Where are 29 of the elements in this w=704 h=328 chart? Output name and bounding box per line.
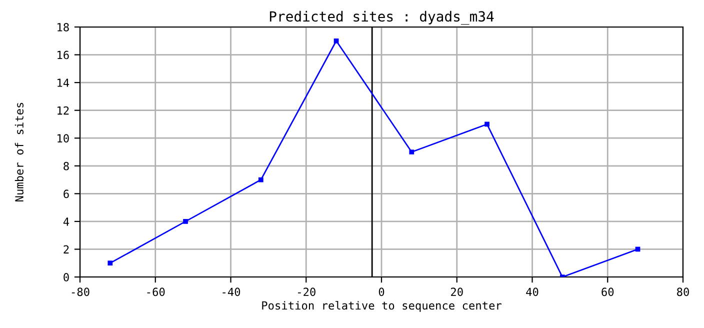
- x-tick-label: 40: [526, 288, 538, 296]
- point: [108, 260, 113, 266]
- chart-title: Predicted sites : dyads_m34: [270, 10, 494, 25]
- y-tick-label: 12: [58, 106, 69, 115]
- x-tick-label: 20: [451, 288, 463, 296]
- x-tick-label: 0: [378, 288, 384, 296]
- y-tick-label: 16: [58, 50, 69, 60]
- point: [334, 38, 339, 44]
- y-tick-label: 14: [58, 78, 70, 87]
- x-tick-label: 60: [602, 288, 614, 296]
- x-axis-title: Position relative to sequence center: [262, 301, 502, 312]
- y-tick-label: 10: [58, 134, 69, 143]
- y-tick-label: 8: [64, 162, 69, 170]
- x-tick-label: -20: [298, 288, 316, 296]
- x-tick-label: 80: [677, 288, 689, 296]
- y-tick-label: 6: [64, 190, 69, 198]
- y-tick-label: 0: [64, 273, 69, 282]
- x-tick-label: -80: [72, 288, 90, 296]
- point: [258, 177, 264, 182]
- point: [635, 246, 640, 252]
- point: [409, 150, 414, 154]
- y-tick-label: 18: [58, 23, 69, 32]
- point: [183, 219, 188, 224]
- x-tick-label: -60: [147, 288, 165, 296]
- point: [484, 122, 490, 127]
- x-tick-label: -40: [222, 288, 240, 296]
- y-tick-label: 4: [63, 218, 70, 226]
- y-tick-label: 2: [64, 245, 69, 254]
- y-axis-title: Number of sites: [14, 102, 24, 202]
